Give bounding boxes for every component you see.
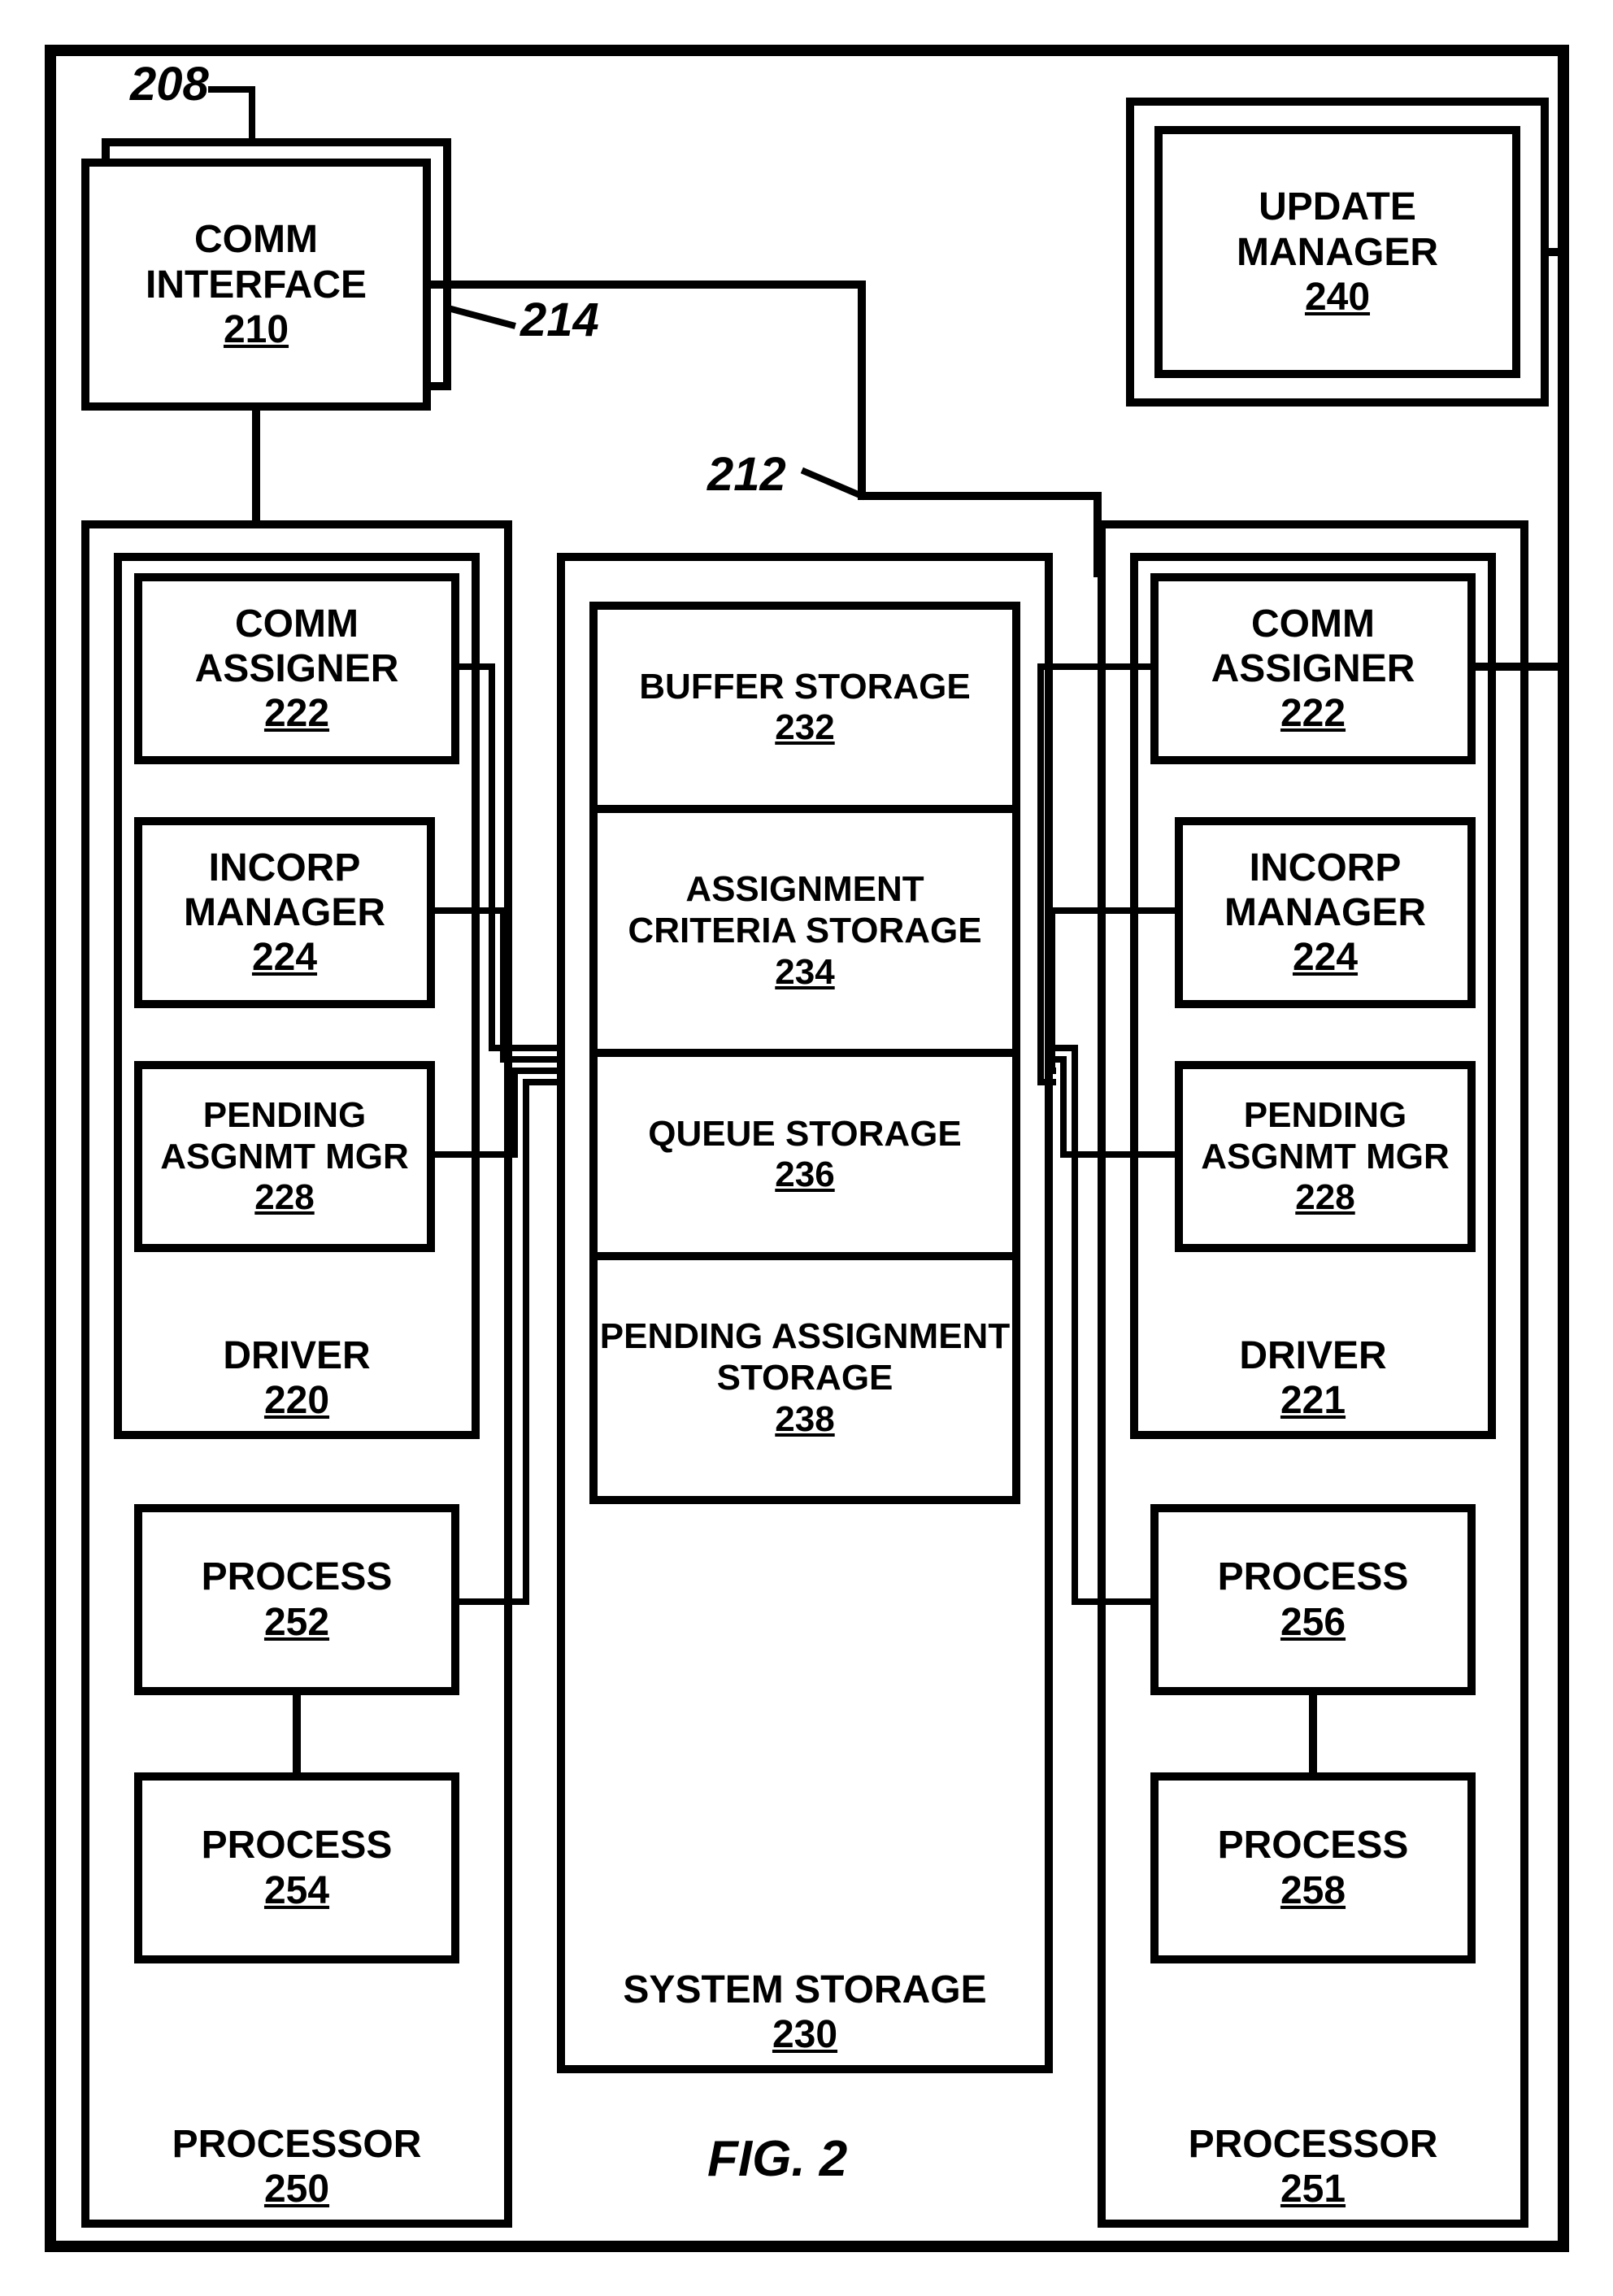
leader-214 xyxy=(451,309,512,325)
edge-update-to-assigner xyxy=(1476,252,1565,667)
edge-comm-to-right xyxy=(431,285,1098,573)
leader-212 xyxy=(805,472,862,496)
connectors xyxy=(0,0,1613,2296)
diagram-canvas: UPDATE MANAGER240COMM INTERFACE210PROCES… xyxy=(0,0,1613,2296)
leader-208 xyxy=(211,89,252,138)
